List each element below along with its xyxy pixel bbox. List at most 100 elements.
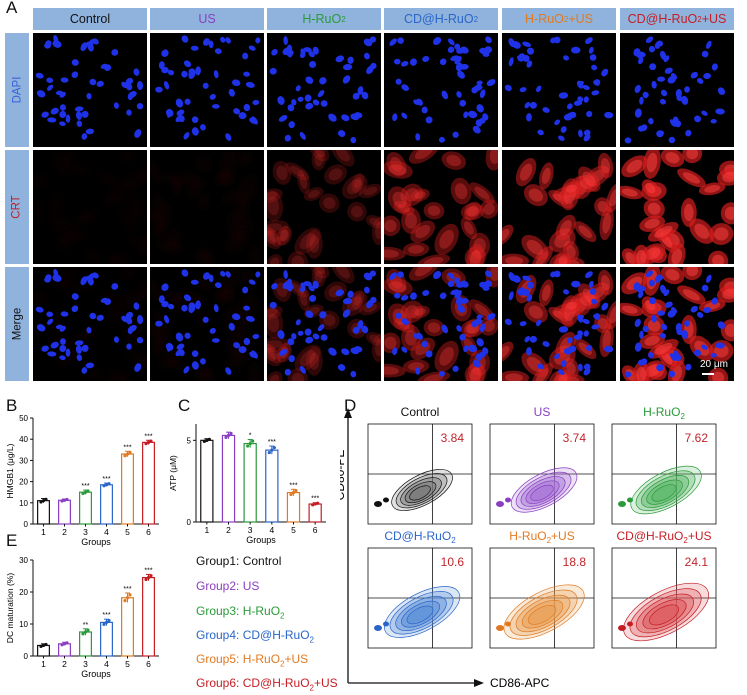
bar xyxy=(58,643,71,657)
y-tick-label: 0 xyxy=(24,520,29,529)
micrograph xyxy=(620,267,734,381)
flow-plot: CD@H-RuO2 10.6 xyxy=(367,529,473,649)
x-tick-label: 5 xyxy=(125,659,130,669)
column-header: CD@H-RuO 2 +US xyxy=(620,8,734,30)
data-point xyxy=(313,502,317,506)
data-point xyxy=(144,577,148,582)
micrograph xyxy=(502,150,616,264)
group-legend-item: Group1: Control xyxy=(196,554,282,568)
data-point xyxy=(316,501,320,505)
y-tick-label: 10 xyxy=(19,620,28,629)
x-tick-label: 4 xyxy=(104,659,109,669)
bar xyxy=(58,499,71,525)
significance-label: * xyxy=(249,433,252,440)
data-point xyxy=(270,448,274,452)
group-legend-item: Group5: H-RuO2+US xyxy=(196,652,309,669)
y-tick-label: 5 xyxy=(187,436,192,445)
data-point xyxy=(102,622,106,626)
y-tick-label: 40 xyxy=(19,435,28,444)
micrograph xyxy=(384,267,498,381)
dc-maturation-chart: 0 10 20 30 1 2 ** 3 *** 4 *** 5 *** 6 Groups DC maturat… xyxy=(5,556,159,679)
x-axis-label: CD86-APC xyxy=(490,676,550,690)
flow-plot: CD@H-RuO2+US 24.1 xyxy=(611,529,717,649)
significance-label: *** xyxy=(289,482,297,489)
data-point xyxy=(39,644,43,648)
significance-label: ** xyxy=(83,622,89,629)
contour xyxy=(651,484,677,502)
data-point xyxy=(60,499,64,503)
quadrant-percentage: 24.1 xyxy=(685,555,709,569)
data-point xyxy=(224,435,228,439)
micrograph xyxy=(33,267,147,381)
x-axis-label: Groups xyxy=(81,669,111,679)
quadrant-percentage: 3.84 xyxy=(441,431,465,445)
micrograph xyxy=(267,267,381,381)
data-point xyxy=(65,497,69,502)
x-tick-label: 1 xyxy=(204,525,209,535)
group-legend-item: Group3: H-RuO2 xyxy=(196,604,285,621)
row-label: DAPI xyxy=(5,33,29,147)
data-point xyxy=(226,433,231,438)
data-point xyxy=(81,632,85,636)
bar xyxy=(142,576,155,657)
micrograph xyxy=(150,33,264,147)
significance-label: *** xyxy=(144,433,152,440)
bar xyxy=(142,441,155,525)
y-axis-label: HMGB1 (μg/L) xyxy=(5,443,15,498)
significance-label: *** xyxy=(102,612,110,619)
data-point xyxy=(144,442,148,446)
x-tick-label: 6 xyxy=(313,525,318,535)
x-tick-label: 4 xyxy=(104,527,109,537)
x-tick-label: 5 xyxy=(291,525,296,535)
quadrant-percentage: 10.6 xyxy=(441,555,465,569)
x-tick-label: 2 xyxy=(62,659,67,669)
x-tick-label: 3 xyxy=(83,527,88,537)
data-point xyxy=(60,643,64,647)
y-tick-label: 30 xyxy=(19,456,28,465)
data-point xyxy=(107,618,111,623)
x-tick-label: 6 xyxy=(146,527,151,537)
y-tick-label: 30 xyxy=(19,556,28,565)
row-label: CRT xyxy=(5,150,29,264)
bar xyxy=(121,453,134,525)
y-axis-label: ATP (μM) xyxy=(170,455,178,491)
micrograph xyxy=(620,33,734,147)
flow-plot-title: US xyxy=(534,405,551,419)
micrograph xyxy=(33,150,147,264)
data-point xyxy=(146,576,151,580)
bar xyxy=(308,503,322,523)
data-point xyxy=(125,596,130,600)
x-tick-label: 2 xyxy=(62,527,67,537)
data-point xyxy=(149,574,153,578)
micrograph xyxy=(502,267,616,381)
data-point xyxy=(123,454,127,458)
x-tick-label: 6 xyxy=(146,659,151,669)
data-point xyxy=(272,446,276,450)
column-header: Control xyxy=(33,8,147,30)
data-point xyxy=(291,491,296,495)
flow-plot-title: CD@H-RuO2+US xyxy=(617,529,712,545)
y-tick-label: 0 xyxy=(24,652,29,661)
contour xyxy=(649,604,680,626)
group-legend-item: Group2: US xyxy=(196,579,260,593)
flow-plot-title: H-RuO2+US xyxy=(509,529,574,545)
data-point xyxy=(123,599,127,603)
group-legend-item: Group6: CD@H-RuO2+US xyxy=(196,676,338,693)
data-point xyxy=(294,489,298,493)
bar xyxy=(100,484,113,525)
data-point xyxy=(86,489,90,493)
data-point xyxy=(104,620,109,624)
significance-label: *** xyxy=(123,444,131,451)
data-point xyxy=(125,452,130,456)
row-label: Merge xyxy=(5,267,29,381)
y-tick-label: 10 xyxy=(19,499,28,508)
bar xyxy=(221,434,236,523)
data-point xyxy=(248,442,252,446)
significance-label: *** xyxy=(102,476,110,483)
x-tick-label: 3 xyxy=(83,659,88,669)
group-legend-item: Group4: CD@H-RuO2 xyxy=(196,628,314,645)
data-point xyxy=(246,444,250,448)
column-header: H-RuO 2 xyxy=(267,8,381,30)
x-axis-label: Groups xyxy=(246,535,276,545)
y-tick-label: 20 xyxy=(19,478,28,487)
